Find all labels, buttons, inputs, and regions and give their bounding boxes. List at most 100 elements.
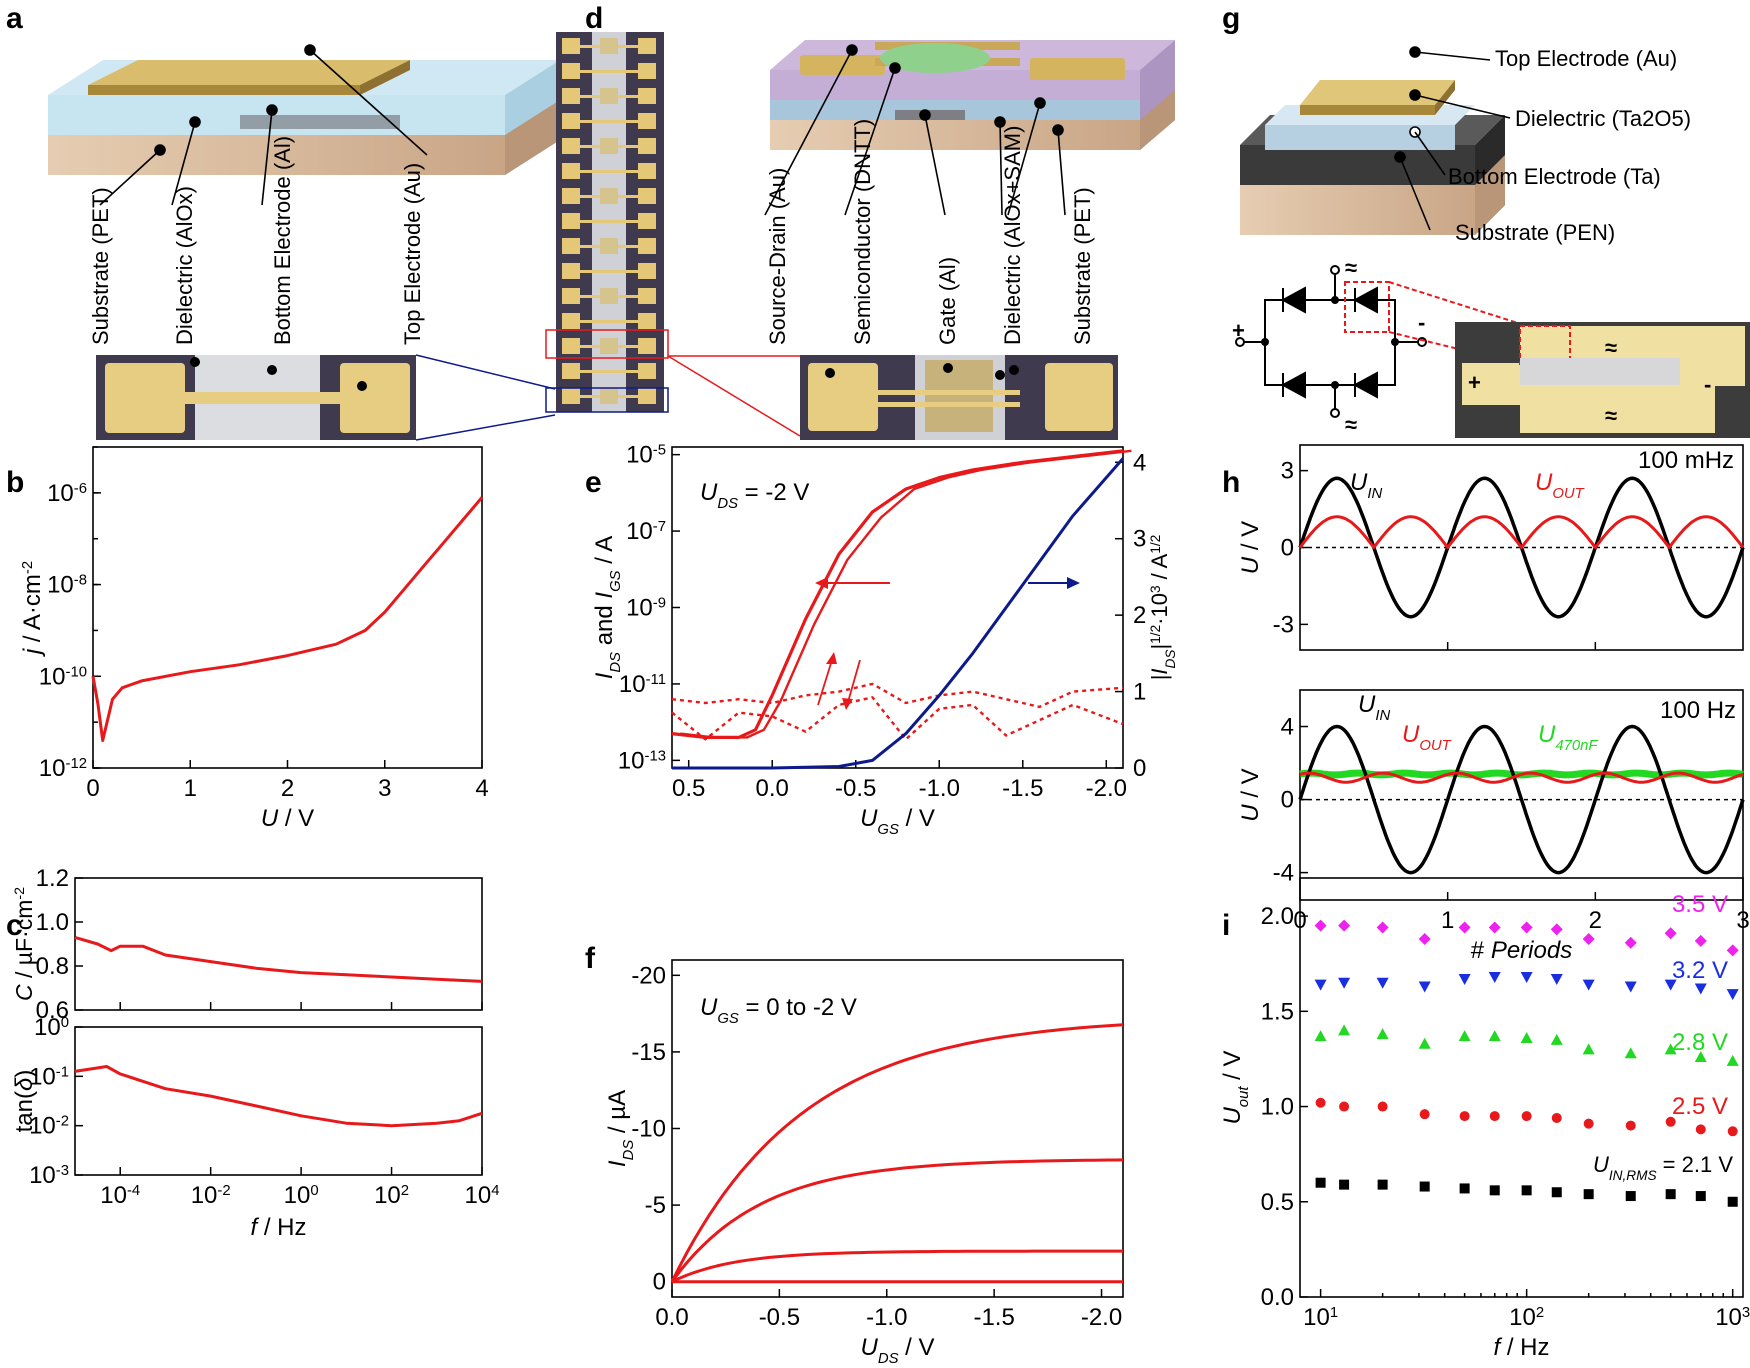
uout-curve [1298, 515, 1745, 549]
uout-curve [1299, 771, 1744, 784]
y-axis-label: IDS and IGS / A [591, 536, 624, 680]
strip-pad [562, 338, 580, 354]
legend-uin-rms: UIN,RMS = 2.1 V [1593, 1152, 1733, 1183]
marker [1694, 983, 1707, 995]
uin-curve [1298, 724, 1745, 875]
capacitance-curve [74, 935, 483, 983]
marker [1624, 936, 1637, 949]
y-tick-label: 3 [1281, 458, 1294, 485]
strip-pad [562, 88, 580, 104]
label-dielectric-alox: Dielectric (AlOx) [172, 186, 197, 345]
y-tick-label: 1.0 [1261, 1094, 1294, 1121]
marker [1665, 1189, 1676, 1200]
marker [1625, 1120, 1636, 1131]
annotation-uds: UDS = -2 V [700, 479, 809, 512]
panel-letter-d: d [585, 2, 603, 35]
marker [1488, 921, 1501, 934]
strip-pad [638, 138, 656, 154]
y-tick-label: -5 [645, 1192, 666, 1219]
label-gate: Gate (Al) [935, 257, 960, 345]
x-tick-label: 0.0 [655, 1304, 688, 1331]
marker [1664, 979, 1677, 991]
label-dielectric-alox-sam: Dielectric (AlOx+SAM) [1000, 126, 1025, 345]
tft-3d-illustration [770, 40, 1175, 150]
y-tick-label: 10-5 [626, 442, 666, 469]
marker [1664, 1043, 1677, 1055]
y-axis-label: j / A·cm-2 [19, 561, 46, 657]
x-tick-label: 10-4 [100, 1182, 140, 1209]
marker [1418, 981, 1431, 993]
y-axis-label: IDS / µA [604, 1090, 637, 1167]
y-right-tick-label: 4 [1133, 449, 1146, 476]
y-tick-label: 10-13 [618, 747, 666, 774]
marker [1315, 1097, 1326, 1108]
y-tick-label: -20 [631, 962, 666, 989]
annotation-ugs: UGS = 0 to -2 V [700, 994, 857, 1027]
marker [1419, 1109, 1430, 1120]
marker [1376, 1028, 1389, 1040]
marker [1458, 921, 1471, 934]
marker [1314, 919, 1327, 932]
y-tick-label: 10-10 [39, 663, 87, 690]
panel-letter-b: b [6, 466, 24, 499]
x-tick-label: 0.0 [756, 775, 789, 802]
legend-3.2V: 3.2 V [1672, 957, 1728, 984]
strip-pad [638, 63, 656, 79]
marker [1459, 1183, 1470, 1194]
y-tick-label: -4 [1273, 860, 1294, 887]
micrograph-plus: + [1468, 370, 1481, 395]
marker [1726, 944, 1739, 957]
bridge-rectifier-circuit [1235, 265, 1427, 418]
x-tick-label: 103 [1715, 1304, 1750, 1331]
x-tick-label: -0.5 [759, 1304, 800, 1331]
panel-letter-a: a [6, 2, 23, 35]
igs-dotted [671, 682, 1124, 709]
y-tick-label: 10-3 [29, 1162, 69, 1189]
micrograph-ac-top: ≈ [1605, 335, 1617, 360]
chart-b-current-density: 0 1 2 3 4 10-6 10-8 10-10 10-12 U / V j / A·cm-2 [19, 446, 489, 832]
y-tick-label: 10-6 [47, 480, 87, 507]
marker [1338, 919, 1351, 932]
strip-semiconductor [600, 238, 618, 254]
x-tick-label: 2 [281, 775, 294, 802]
strip-pad [638, 38, 656, 54]
x-axis-label: # Periods [1471, 937, 1572, 964]
x-tick-label: -1.5 [1002, 775, 1043, 802]
chart-c-loss-tangent: 10-4 10-2 100 102 104 100 10-1 10-2 10-3 f / Hz ta… [11, 1014, 499, 1241]
marker [1377, 1101, 1388, 1112]
panel-d: d [545, 2, 1175, 440]
x-tick-label: -2.0 [1086, 775, 1127, 802]
panel-a-leaders [99, 44, 428, 206]
x-axis-label: f / Hz [1493, 1334, 1549, 1361]
label-substrate-pet: Substrate (PET) [88, 187, 113, 345]
tft-micrograph [800, 355, 1118, 440]
marker [1419, 1181, 1430, 1192]
marker [1583, 1189, 1594, 1200]
strip-semiconductor [600, 138, 618, 154]
marker [1694, 934, 1707, 947]
y-tick-label: 0.5 [1261, 1189, 1294, 1216]
arrowhead-down [842, 698, 853, 710]
circuit-ac-top: ≈ [1345, 255, 1357, 280]
tan-delta-curve [74, 1065, 483, 1128]
y-tick-label: 10-8 [47, 572, 87, 599]
x-tick-label: -1.0 [919, 775, 960, 802]
igs-dotted-reverse [671, 696, 1124, 741]
y-tick-label: -10 [631, 1116, 666, 1143]
y-tick-label: 10-12 [39, 755, 87, 782]
capacitor-micrograph [96, 355, 416, 440]
plot-frame [74, 877, 483, 1011]
x-tick-label: 0 [86, 775, 99, 802]
strip-pad [562, 288, 580, 304]
marker [1727, 1126, 1738, 1137]
strip-pad [562, 113, 580, 129]
marker [1664, 927, 1677, 940]
strip-pad [638, 163, 656, 179]
y-tick-label: 0 [1281, 535, 1294, 562]
strip-pad [638, 263, 656, 279]
strip-pad [638, 388, 656, 404]
y-tick-label: 0.8 [36, 953, 69, 980]
j-curve [91, 496, 484, 742]
strip-semiconductor [600, 338, 618, 354]
